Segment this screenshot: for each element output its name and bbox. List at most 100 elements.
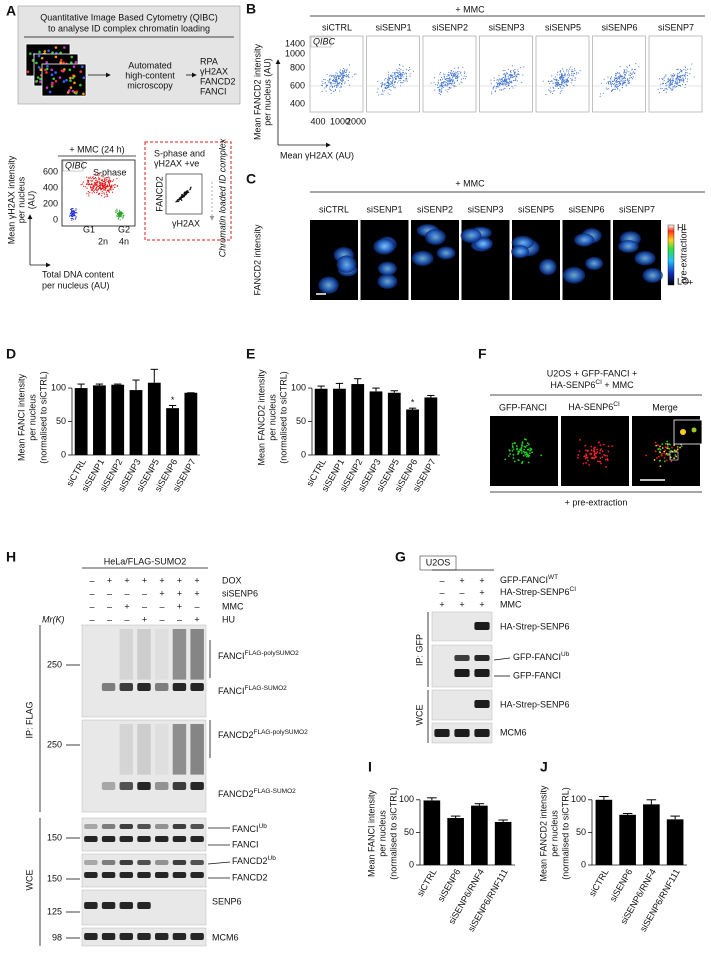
cell-dot: [189, 187, 192, 189]
y-tick-label: 1400: [285, 38, 305, 48]
focus: [593, 457, 596, 460]
cell-dot: [92, 180, 94, 182]
error-bar: [427, 394, 435, 398]
cell-dot: [436, 84, 439, 86]
cell-dot: [333, 86, 335, 88]
cell-dot: [121, 213, 123, 215]
cell-dot: [397, 70, 399, 72]
cell: [39, 77, 42, 81]
cell-dot: [560, 76, 562, 78]
cell-dot: [671, 81, 673, 84]
cell-dot: [563, 80, 565, 82]
nucleus: [318, 276, 339, 294]
sign: +: [177, 575, 182, 585]
cell-dot: [620, 79, 622, 81]
cell-dot: [454, 67, 456, 69]
sign: +: [177, 601, 182, 611]
cell-dot: [490, 91, 492, 93]
label: U2OS: [426, 557, 451, 567]
cell-dot: [522, 74, 524, 76]
cell-dot: [119, 213, 121, 215]
cell-dot: [73, 212, 75, 215]
cell-dot: [517, 73, 519, 75]
bar: [93, 385, 106, 455]
cell-dot: [398, 67, 400, 69]
plot-tag: QIBC: [313, 36, 336, 46]
cell-dot: [100, 179, 102, 181]
y-tick-label: 0: [301, 449, 306, 459]
focus: [582, 462, 585, 465]
cell-dot: [341, 79, 343, 81]
cell-dot: [443, 81, 445, 83]
cell-dot: [554, 79, 556, 81]
cell-dot: [435, 84, 437, 86]
focus: [658, 459, 661, 462]
channel-label: GFP-FANCI: [499, 402, 547, 412]
phase-label: G2: [118, 224, 130, 234]
cell-dot: [75, 209, 77, 211]
cell-dot: [108, 176, 110, 178]
cell-dot: [388, 77, 390, 79]
x-tick-label: siSENP6: [608, 867, 635, 903]
cell-dot: [664, 76, 666, 78]
cell-dot: [405, 72, 407, 74]
cell-dot: [617, 85, 619, 87]
band-label: FANCD2: [232, 872, 268, 882]
cell-dot: [351, 76, 353, 78]
nucleus: [411, 250, 434, 266]
cell: [37, 66, 41, 69]
error-bar: [168, 404, 177, 409]
cell-dot: [660, 84, 662, 86]
panel-letter: B: [246, 1, 256, 17]
cell-dot: [672, 78, 674, 80]
band: [137, 824, 151, 829]
cell-dot: [382, 93, 384, 95]
cell-dot: [334, 76, 336, 78]
cell-dot: [412, 70, 414, 72]
focus: [530, 448, 533, 451]
cell-dot: [628, 79, 630, 81]
cell-dot: [632, 71, 634, 73]
cell-dot: [93, 192, 96, 194]
cell: [45, 60, 48, 64]
cell-dot: [385, 77, 387, 79]
cell-dot: [402, 71, 405, 73]
cell-dot: [453, 81, 455, 83]
cell-dot: [396, 75, 398, 77]
cell-dot: [500, 79, 502, 81]
cell-dot: [501, 82, 503, 84]
cell-dot: [94, 183, 96, 186]
cell: [35, 61, 38, 65]
focus: [671, 446, 673, 449]
cell-dot: [94, 181, 96, 183]
nucleus: [562, 266, 586, 284]
cell-dot: [96, 190, 98, 192]
cell-dot: [449, 76, 451, 78]
sign: –: [459, 587, 464, 597]
label: γH2AX +ve: [154, 158, 199, 168]
focus: [691, 427, 697, 433]
axis-label: per nucleus: [267, 394, 277, 441]
cell-dot: [624, 79, 626, 82]
focus: [658, 455, 660, 458]
cell-dot: [117, 212, 119, 214]
cell-dot: [457, 77, 459, 79]
sign: –: [439, 575, 444, 585]
cell-dot: [387, 83, 389, 85]
cell-dot: [614, 84, 616, 86]
cell-dot: [494, 91, 496, 93]
band: [119, 683, 134, 691]
label: Total DNA content: [42, 269, 115, 279]
sign: –: [177, 614, 182, 624]
cell-dot: [442, 85, 444, 87]
cell-dot: [612, 81, 614, 83]
sign: –: [89, 601, 94, 611]
cell-dot: [552, 86, 554, 88]
focus: [520, 449, 522, 452]
cell-dot: [382, 83, 384, 85]
bar: [111, 384, 125, 455]
x-tick-label: 2000: [346, 116, 366, 126]
cell-dot: [321, 81, 323, 83]
rule: [207, 861, 231, 865]
cell-dot: [676, 85, 678, 87]
